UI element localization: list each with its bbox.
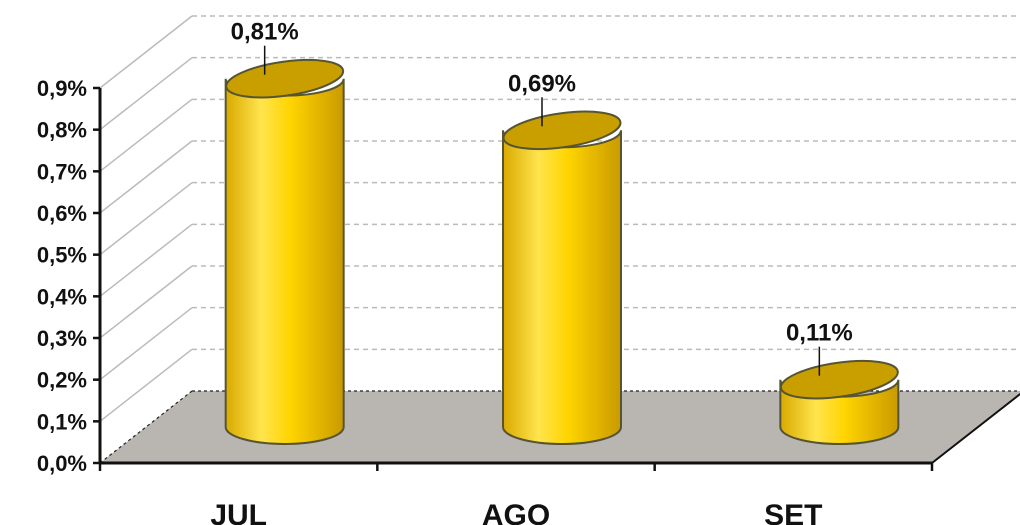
y-tick-label: 0,2% — [37, 368, 87, 393]
x-category-label: JUL — [210, 499, 267, 525]
y-tick-label: 0,0% — [37, 451, 87, 476]
bars — [224, 58, 900, 445]
gridline-wall — [99, 348, 193, 422]
x-category-label: SET — [764, 499, 822, 525]
gridline-wall — [99, 140, 193, 214]
y-tick-label: 0,8% — [37, 118, 87, 143]
data-label: 0,81% — [231, 19, 299, 46]
floor-edge-left — [99, 390, 193, 464]
gridline-wall — [99, 15, 193, 89]
floor-edge-right — [931, 392, 1020, 464]
y-tick-label: 0,5% — [37, 243, 87, 268]
data-label: 0,69% — [508, 70, 576, 97]
bar-body — [502, 130, 622, 445]
gridline-wall — [99, 265, 193, 339]
gridline-wall — [99, 57, 193, 131]
bar-top — [225, 58, 345, 99]
y-tick-label: 0,7% — [37, 159, 87, 184]
data-label: 0,11% — [786, 320, 853, 347]
data-labels: 0,81% 0,69% 0,11% — [231, 19, 853, 376]
bar-top — [779, 359, 899, 400]
bar-body — [224, 78, 345, 445]
bar-set — [779, 359, 900, 445]
bar-ago — [502, 110, 622, 445]
gridline-wall — [99, 223, 193, 297]
gridline-wall — [99, 182, 193, 256]
y-axis-tick-labels: 0,0% 0,1% 0,2% 0,3% 0,4% 0,5% 0,6% 0,7% 0,8% 0,9% — [37, 76, 87, 476]
bar-top — [502, 110, 622, 151]
x-category-label: AGO — [482, 499, 550, 525]
gridline-wall — [99, 98, 193, 172]
x-axis-category-labels: JUL AGO SET — [210, 499, 822, 525]
y-tick-label: 0,9% — [37, 76, 87, 101]
y-tick-label: 0,4% — [37, 284, 87, 309]
y-tick-label: 0,1% — [37, 409, 87, 434]
bar-jul — [224, 58, 345, 445]
y-tick-label: 0,6% — [37, 201, 87, 226]
gridline-wall — [99, 307, 193, 381]
axes — [93, 86, 934, 471]
y-tick-label: 0,3% — [37, 326, 87, 351]
